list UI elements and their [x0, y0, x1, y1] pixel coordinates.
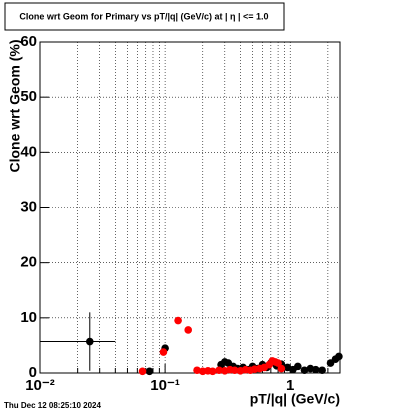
data-point [85, 337, 94, 346]
data-point [230, 366, 239, 375]
data-point [174, 316, 182, 325]
data-point [215, 366, 223, 375]
y-tick-label: 10 [20, 309, 37, 326]
y-tick-label: 0 [29, 364, 37, 381]
x-axis-label: pT/|q| (GeV/c) [250, 391, 340, 407]
timestamp: Thu Dec 12 08:25:10 2024 [4, 401, 101, 410]
data-point [274, 359, 282, 367]
data-point [318, 366, 326, 375]
x-tick-label: 1 [286, 377, 294, 394]
title-box [4, 2, 285, 31]
data-point [300, 366, 309, 375]
y-tick-label: 50 [20, 88, 37, 105]
data-point [193, 366, 201, 375]
y-tick-label: 40 [20, 143, 37, 160]
y-tick-label: 30 [20, 198, 37, 215]
data-point [208, 367, 217, 376]
y-tick-label: 60 [20, 33, 37, 50]
data-point [159, 348, 168, 356]
data-point [335, 352, 343, 361]
plot-frame [39, 41, 341, 374]
data-point [277, 364, 286, 373]
data-point [311, 365, 320, 374]
x-tick-label: 10⁻¹ [150, 377, 180, 394]
data-point [294, 362, 302, 371]
chart-title: Clone wrt Geom for Primary vs pT/|q| (Ge… [19, 11, 268, 21]
y-tick-label: 20 [20, 254, 37, 271]
x-tick-label: 10⁻² [25, 377, 55, 394]
data-point [138, 367, 147, 376]
data-point [184, 326, 193, 334]
y-axis-label: Clone wrt Geom (%) [7, 39, 23, 172]
data-point [145, 367, 154, 376]
